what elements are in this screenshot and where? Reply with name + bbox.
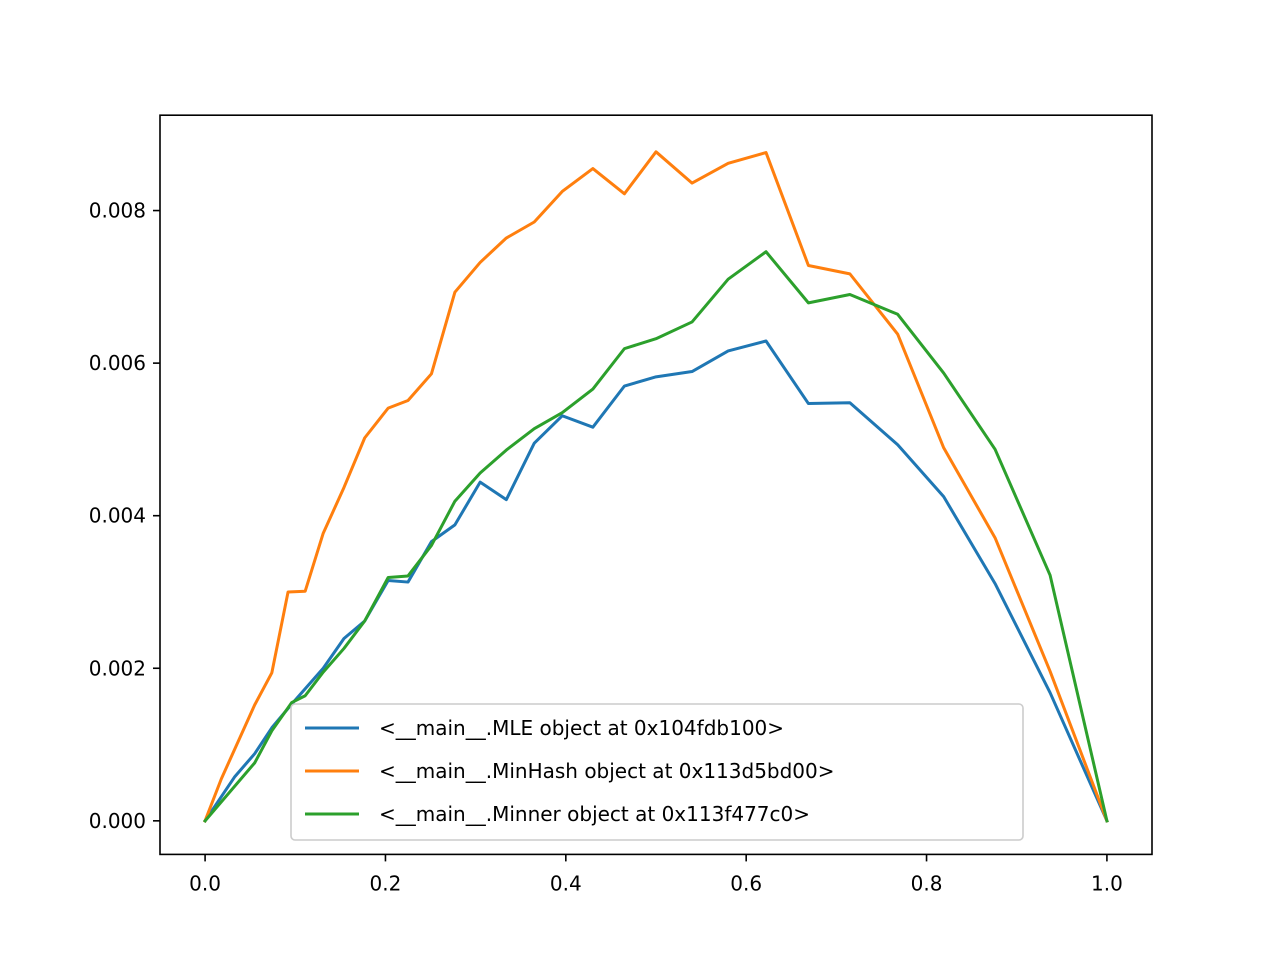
series-line-2 [202, 250, 1109, 823]
x-tick-label: 1.0 [1091, 871, 1123, 895]
legend-label: <__main__.Minner object at 0x113f477c0> [379, 802, 810, 826]
x-tick-label: 0.0 [189, 871, 221, 895]
y-axis: 0.000 0.002 0.004 0.006 0.008 [89, 199, 160, 833]
y-tick-label: 0.006 [89, 351, 146, 375]
y-tick-label: 0.002 [89, 656, 146, 680]
x-tick-label: 0.6 [730, 871, 762, 895]
series-line-0 [203, 339, 1109, 823]
legend-box [290, 703, 1024, 841]
legend-label: <__main__.MinHash object at 0x113d5bd00> [379, 759, 835, 783]
x-tick-label: 0.4 [550, 871, 582, 895]
x-tick-label: 0.2 [370, 871, 402, 895]
legend: <__main__.MLE object at 0x104fdb100> <__m… [290, 703, 1024, 841]
x-tick-label: 0.8 [911, 871, 943, 895]
y-tick-label: 0.004 [89, 504, 146, 528]
legend-label: <__main__.MLE object at 0x104fdb100> [379, 716, 784, 740]
x-axis: 0.0 0.2 0.4 0.6 0.8 1.0 [189, 854, 1123, 895]
series-line-1 [203, 150, 1109, 823]
series-lines [202, 150, 1109, 823]
y-tick-label: 0.008 [89, 199, 146, 223]
y-tick-label: 0.000 [89, 809, 146, 833]
plot-area-frame [159, 114, 1153, 856]
